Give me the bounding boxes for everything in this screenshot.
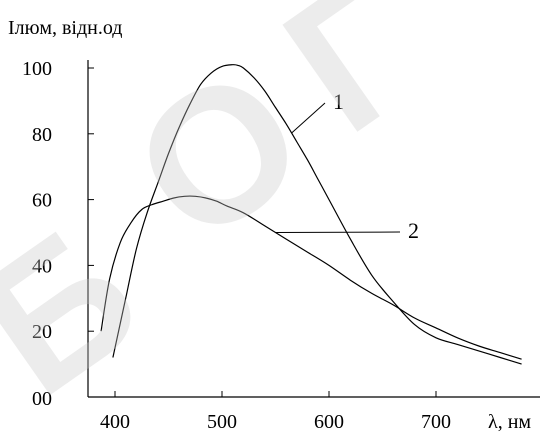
y-tick-label-0: 00	[32, 388, 52, 410]
series-1-line	[112, 64, 522, 365]
axis-tick-labels: 00 20 40 60 80 100 400 500 600 700	[22, 58, 451, 432]
y-tick-label-60: 60	[32, 190, 52, 212]
series-group	[100, 64, 522, 365]
y-tick-label-40: 40	[32, 255, 52, 277]
x-tick-label-500: 500	[207, 411, 237, 432]
x-tick-label-400: 400	[100, 411, 130, 432]
y-tick-label-100: 100	[22, 58, 52, 80]
axes	[87, 60, 540, 398]
annotation-label-2: 2	[408, 218, 419, 243]
annotation-leader-1	[291, 102, 326, 134]
annotation-leader-2	[275, 231, 401, 233]
annotation-label-1: 1	[333, 89, 344, 114]
y-tick-label-80: 80	[32, 124, 52, 146]
curve-annotations: 12	[275, 89, 419, 243]
y-axis-title: Iлюм, відн.од	[8, 17, 122, 39]
axis-ticks	[88, 67, 437, 397]
x-tick-label-600: 600	[314, 411, 344, 432]
x-tick-label-700: 700	[421, 411, 451, 432]
y-tick-label-20: 20	[32, 321, 52, 343]
series-2-line	[100, 195, 522, 360]
x-axis-title: λ, нм	[488, 411, 531, 432]
